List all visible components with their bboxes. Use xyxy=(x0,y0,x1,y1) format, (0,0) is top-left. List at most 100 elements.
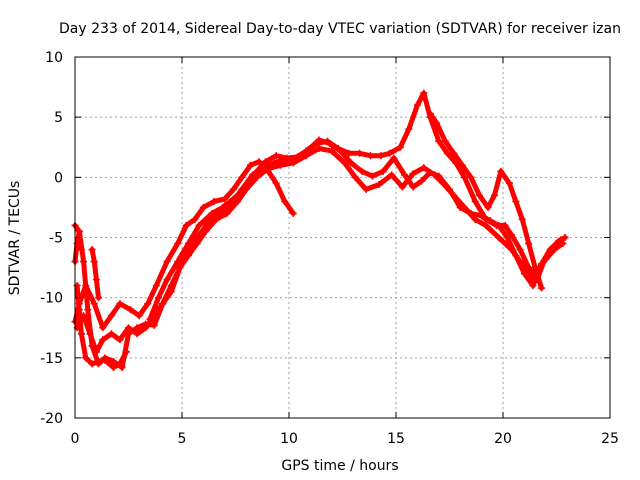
data-point xyxy=(174,240,182,248)
data-point xyxy=(467,209,475,217)
data-point xyxy=(529,282,537,290)
data-point xyxy=(238,173,246,181)
data-point xyxy=(88,360,96,368)
data-point xyxy=(351,173,359,181)
data-point xyxy=(163,276,171,284)
data-point xyxy=(199,203,207,211)
data-point xyxy=(362,185,370,193)
data-point xyxy=(377,152,385,160)
data-point xyxy=(418,177,426,185)
data-point xyxy=(107,312,115,320)
data-point xyxy=(116,360,124,368)
data-point xyxy=(255,158,263,166)
y-tick-label: 0 xyxy=(54,170,63,186)
data-point xyxy=(420,89,428,97)
data-point xyxy=(467,173,475,181)
data-point xyxy=(516,246,524,254)
x-axis-label: GPS time / hours xyxy=(281,458,398,474)
x-tick-label: 25 xyxy=(601,431,619,447)
data-point xyxy=(246,161,254,169)
data-point xyxy=(174,258,182,266)
data-point xyxy=(294,153,302,161)
data-point xyxy=(401,171,409,179)
data-point xyxy=(223,209,231,217)
data-point xyxy=(336,147,344,155)
data-point xyxy=(99,336,107,344)
data-point xyxy=(146,315,154,323)
x-tick-label: 20 xyxy=(494,431,512,447)
y-axis-label: SDTVAR / TECUs xyxy=(7,181,23,296)
data-point xyxy=(345,149,353,157)
data-point xyxy=(75,306,83,314)
data-point xyxy=(379,167,387,175)
data-point xyxy=(110,363,118,371)
y-tick-label: -20 xyxy=(40,411,63,427)
data-point xyxy=(495,234,503,241)
data-point xyxy=(122,348,130,356)
data-point xyxy=(460,173,468,181)
y-tick-label: -5 xyxy=(49,231,63,247)
series-arc-7 xyxy=(88,246,103,302)
data-point xyxy=(272,152,280,160)
data-point xyxy=(176,264,184,272)
series-arc-5 xyxy=(426,110,546,292)
data-point xyxy=(86,330,94,338)
y-tick-label: -10 xyxy=(40,291,63,307)
data-point xyxy=(490,191,498,199)
data-point xyxy=(368,172,376,180)
data-point xyxy=(386,149,394,157)
chart-title: Day 233 of 2014, Sidereal Day-to-day VTE… xyxy=(59,21,621,37)
data-point xyxy=(501,221,509,229)
data-point xyxy=(77,246,85,254)
y-tick-label: 10 xyxy=(45,50,63,66)
data-point xyxy=(219,203,227,211)
data-point xyxy=(90,300,98,308)
data-point xyxy=(229,195,237,203)
series-line xyxy=(74,283,129,370)
data-point xyxy=(80,258,88,266)
data-point xyxy=(405,125,413,133)
data-point xyxy=(538,284,546,292)
series-line xyxy=(427,111,544,291)
data-point xyxy=(159,300,167,308)
data-point xyxy=(289,209,297,217)
data-point xyxy=(182,221,190,229)
data-point xyxy=(441,137,449,145)
data-point xyxy=(512,197,520,205)
data-point xyxy=(559,240,567,248)
data-point xyxy=(116,336,124,344)
data-point xyxy=(435,172,443,180)
data-point xyxy=(240,185,248,193)
data-point xyxy=(356,149,364,157)
data-point xyxy=(116,300,124,308)
data-point xyxy=(304,146,312,154)
data-point xyxy=(518,215,526,223)
data-point xyxy=(133,330,141,338)
data-point xyxy=(281,197,289,205)
data-point xyxy=(272,179,280,187)
x-tick-label: 15 xyxy=(387,431,405,447)
data-point xyxy=(520,270,528,278)
data-point xyxy=(443,149,451,157)
data-point xyxy=(210,197,218,205)
data-point xyxy=(152,282,160,290)
data-point xyxy=(208,209,216,217)
data-point xyxy=(229,185,237,193)
data-point xyxy=(315,144,323,152)
data-point xyxy=(167,288,175,296)
data-point xyxy=(358,167,366,175)
data-point xyxy=(110,357,118,365)
data-point xyxy=(95,357,103,365)
data-point xyxy=(433,119,441,127)
data-point xyxy=(497,167,505,175)
data-point xyxy=(195,231,203,239)
data-point xyxy=(347,159,355,167)
data-point xyxy=(531,264,539,272)
data-point xyxy=(508,231,516,239)
data-point xyxy=(88,246,96,254)
data-point xyxy=(396,143,404,151)
data-point xyxy=(486,217,494,225)
data-point xyxy=(82,354,90,362)
